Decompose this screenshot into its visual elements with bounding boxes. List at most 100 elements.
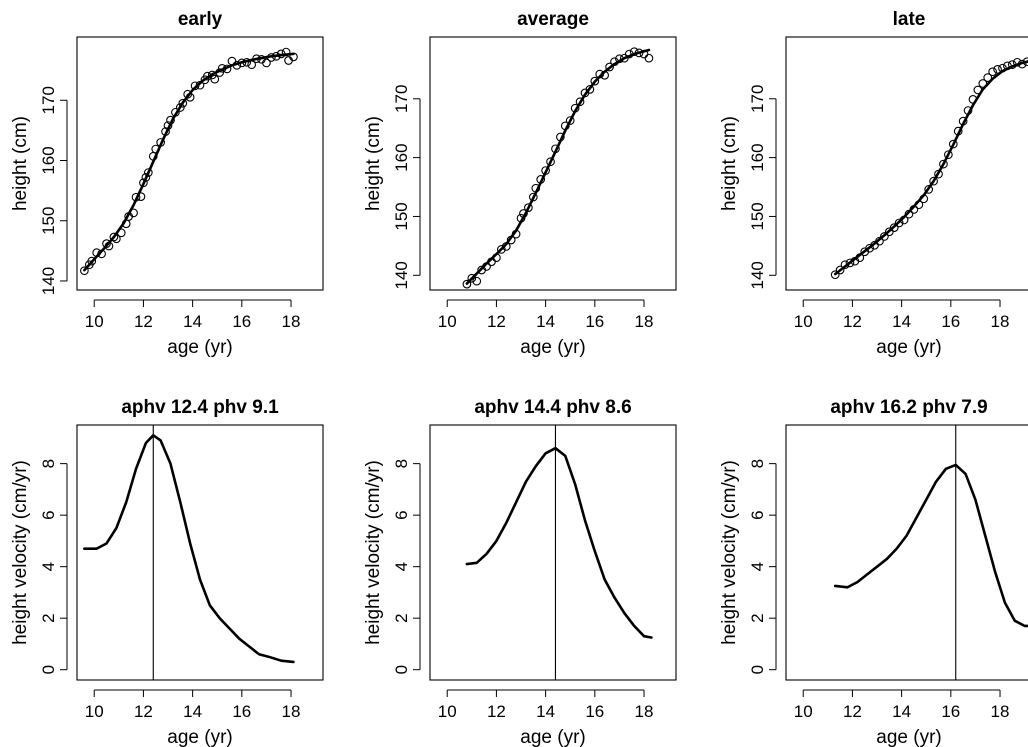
y-axis-label: height velocity (cm/yr): [10, 460, 31, 645]
data-point: [845, 258, 855, 268]
series-line: [83, 52, 295, 272]
x-tick-label: 16: [232, 312, 251, 331]
data-point: [575, 97, 585, 107]
data-point: [175, 103, 185, 112]
series-line: [833, 463, 1028, 628]
x-tick-label: 18: [991, 312, 1010, 331]
x-tick-label: 18: [635, 702, 654, 721]
data-point: [143, 168, 153, 177]
y-axis-label: height velocity (cm/yr): [719, 460, 740, 645]
plot-frame: [76, 36, 324, 291]
x-tick-label: 10: [85, 312, 104, 331]
plot-frame: [429, 424, 677, 681]
x-tick-label: 18: [282, 702, 301, 721]
series-line: [465, 446, 653, 639]
data-point: [865, 243, 874, 253]
plot-area: [462, 47, 654, 289]
y-tick-label: 0: [748, 665, 767, 674]
data-point: [948, 139, 958, 149]
data-point: [880, 232, 889, 241]
x-axis-label: age (yr): [876, 727, 941, 747]
chart-title: late: [893, 9, 926, 30]
x-tick-label: 12: [843, 702, 862, 721]
y-tick-label: 4: [39, 562, 58, 571]
y-tick-label: 4: [748, 562, 767, 571]
chart-title: early: [178, 9, 223, 30]
data-point: [983, 73, 993, 82]
plot-frame: [785, 36, 1028, 291]
y-tick-label: 2: [392, 613, 411, 622]
y-tick-label: 150: [392, 202, 411, 230]
x-tick-label: 12: [134, 312, 153, 331]
data-point: [929, 176, 938, 186]
y-tick-label: 140: [392, 261, 411, 289]
y-tick-label: 2: [39, 613, 58, 622]
y-tick-label: 160: [39, 146, 58, 174]
panel-4: aphv 12.4 phv 9.1 10 12 14 16 18 age (yr) 0 2 4 6 8…: [10, 397, 324, 747]
panel-6: aphv 16.2 phv 7.9 10 12 14 16 18 age (yr) 0 2 4 6 8…: [719, 397, 1028, 747]
x-tick-label: 18: [635, 312, 654, 331]
data-point: [496, 245, 506, 254]
x-axis-label: age (yr): [520, 727, 585, 747]
x-tick-label: 18: [282, 312, 301, 331]
y-tick-label: 140: [39, 267, 58, 295]
data-point: [262, 58, 271, 68]
x-tick-label: 14: [892, 312, 911, 331]
panel-1: early 10 12 14 16 18 age (yr) 140 150 160 170 heigh…: [10, 9, 324, 358]
data-point: [939, 159, 948, 169]
x-axis-label: age (yr): [167, 727, 232, 747]
x-tick-label: 12: [843, 312, 862, 331]
data-point: [590, 76, 600, 86]
series-line: [83, 434, 295, 664]
y-tick-label: 8: [39, 459, 58, 468]
x-tick-label: 10: [438, 702, 457, 721]
series-line: [833, 60, 1028, 276]
x-tick-label: 16: [232, 702, 251, 721]
x-tick-label: 16: [585, 312, 604, 331]
data-point: [644, 53, 654, 63]
y-tick-label: 6: [392, 510, 411, 519]
x-axis-label: age (yr): [167, 337, 232, 358]
y-tick-label: 8: [392, 459, 411, 468]
data-point: [835, 265, 845, 275]
plot-frame: [785, 424, 1028, 681]
y-tick-label: 0: [39, 665, 58, 674]
data-point: [210, 74, 220, 84]
x-axis-label: age (yr): [876, 337, 941, 358]
x-tick-label: 12: [134, 702, 153, 721]
x-tick-label: 12: [487, 702, 506, 721]
data-point: [830, 270, 840, 280]
y-axis-label: height (cm): [10, 116, 31, 211]
data-point: [585, 85, 595, 94]
data-point: [524, 203, 533, 212]
plot-frame: [76, 424, 324, 681]
data-point: [993, 65, 1002, 74]
data-point: [80, 266, 89, 276]
data-point: [178, 98, 188, 108]
data-point: [894, 218, 904, 228]
plot-area: [830, 57, 1028, 280]
x-tick-label: 16: [941, 702, 960, 721]
x-tick-label: 12: [487, 312, 506, 331]
y-tick-label: 6: [39, 510, 58, 519]
x-axis-label: age (yr): [520, 337, 585, 358]
data-point: [467, 273, 477, 283]
data-point: [87, 256, 97, 266]
data-point: [109, 232, 119, 242]
x-tick-label: 14: [536, 702, 555, 721]
y-tick-label: 140: [748, 261, 767, 289]
y-tick-label: 150: [748, 202, 767, 230]
x-tick-label: 10: [85, 702, 104, 721]
y-tick-label: 4: [392, 562, 411, 571]
x-tick-label: 10: [438, 312, 457, 331]
y-tick-label: 6: [748, 510, 767, 519]
y-tick-label: 170: [392, 85, 411, 113]
x-tick-label: 10: [794, 702, 813, 721]
data-point: [462, 279, 472, 289]
y-tick-label: 170: [39, 86, 58, 114]
data-point: [889, 223, 899, 232]
plot-area: [83, 425, 295, 680]
y-tick-label: 2: [748, 613, 767, 622]
data-point: [944, 150, 953, 160]
